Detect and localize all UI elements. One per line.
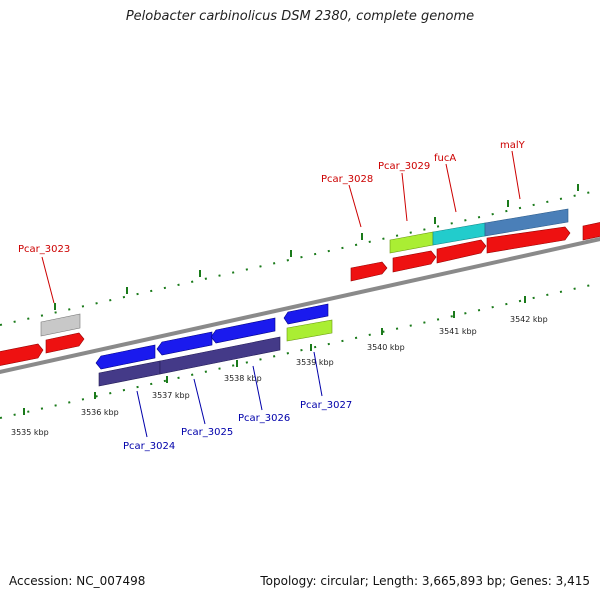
gene-label-pcar-3025[interactable]: Pcar_3025 bbox=[181, 427, 233, 438]
leader-line bbox=[193, 378, 206, 425]
gene-label-pcar-3029[interactable]: Pcar_3029 bbox=[378, 161, 430, 172]
scale-label: 3542 kbp bbox=[510, 315, 548, 324]
scale-label: 3540 kbp bbox=[367, 343, 405, 352]
gene-label-pcar-3024[interactable]: Pcar_3024 bbox=[123, 441, 175, 452]
leader-line bbox=[252, 365, 263, 411]
gene-label-pcar-3026[interactable]: Pcar_3026 bbox=[238, 413, 290, 424]
scale-label: 3539 kbp bbox=[296, 358, 334, 367]
accession-text: Accession: NC_007498 bbox=[9, 574, 146, 588]
scale-label: 3537 kbp bbox=[152, 391, 190, 400]
gene-steelblue[interactable] bbox=[484, 208, 569, 237]
scale-label: 3541 kbp bbox=[439, 327, 477, 336]
gene-arrow[interactable] bbox=[436, 239, 487, 264]
gene-arrow[interactable] bbox=[350, 261, 388, 282]
gene-arrow[interactable] bbox=[156, 331, 213, 356]
topology-text: Topology: circular; Length: 3,665,893 bp… bbox=[260, 574, 590, 588]
reverse-major-ticks bbox=[23, 296, 526, 415]
gene-arrow[interactable] bbox=[582, 222, 600, 241]
gene-arrow[interactable] bbox=[95, 344, 156, 370]
leader-line bbox=[348, 184, 362, 228]
gene-label-pcar-3027[interactable]: Pcar_3027 bbox=[300, 400, 352, 411]
gene-label-pcar-3028[interactable]: Pcar_3028 bbox=[321, 174, 373, 185]
leader-line bbox=[313, 351, 323, 397]
reverse-genes bbox=[95, 303, 333, 387]
gene-label-fuca[interactable]: fucA bbox=[434, 153, 456, 164]
forward-genes bbox=[0, 208, 600, 366]
gene-arrow[interactable] bbox=[45, 332, 85, 354]
gene-arrow[interactable] bbox=[392, 250, 437, 273]
gene-arrow[interactable] bbox=[0, 343, 44, 366]
leader-line bbox=[136, 390, 148, 438]
genome-title: Pelobacter carbinolicus DSM 2380, comple… bbox=[125, 9, 475, 24]
gene-label-maly[interactable]: malY bbox=[500, 140, 526, 151]
scale-label: 3536 kbp bbox=[81, 408, 119, 417]
leader-line bbox=[511, 150, 521, 200]
gene-label-pcar-3023[interactable]: Pcar_3023 bbox=[18, 244, 70, 255]
reverse-leaders bbox=[136, 351, 323, 438]
gene-arrow[interactable] bbox=[210, 317, 276, 344]
gene-arrow[interactable] bbox=[486, 226, 571, 254]
gene-cds[interactable] bbox=[159, 336, 281, 375]
gene-grey[interactable] bbox=[40, 313, 81, 337]
gene-arrow[interactable] bbox=[283, 303, 329, 325]
scale-label: 3535 kbp bbox=[11, 428, 49, 437]
leader-line bbox=[41, 256, 55, 304]
leader-line bbox=[401, 172, 408, 222]
gene-green[interactable] bbox=[286, 319, 333, 342]
forward-leaders bbox=[41, 150, 521, 304]
leader-line bbox=[445, 163, 457, 213]
genome-backbone bbox=[0, 237, 600, 374]
forward-major-ticks bbox=[54, 184, 579, 310]
scale-label: 3538 kbp bbox=[224, 374, 262, 383]
